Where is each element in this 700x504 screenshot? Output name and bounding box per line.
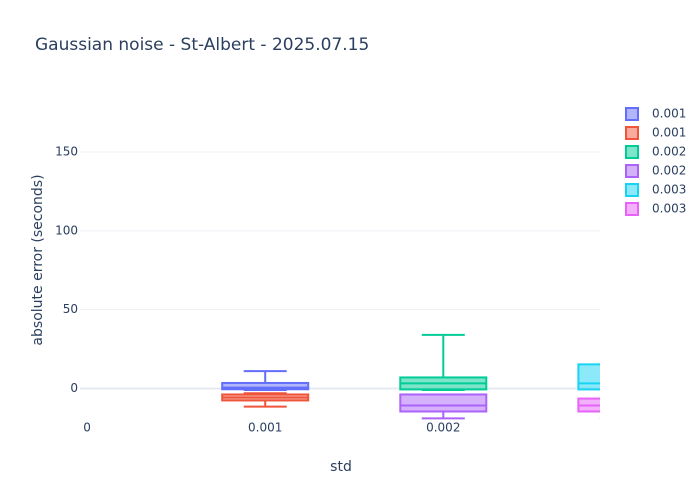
legend-label: 0.001: [652, 126, 686, 140]
legend-label: 0.003: [652, 202, 686, 216]
legend-label: 0.003: [652, 183, 686, 197]
box-group: [221, 370, 310, 392]
x-axis-title: std: [330, 459, 352, 475]
y-tick-label: 0: [70, 381, 78, 395]
legend-label: 0.002: [652, 164, 686, 178]
legend-label: 0.002: [652, 145, 686, 159]
box: [221, 381, 310, 391]
x-tick-label: 0.002: [426, 421, 460, 435]
box: [399, 393, 488, 413]
box-group: [221, 392, 310, 408]
plot-area: [221, 321, 623, 420]
chart-title: Gaussian noise - St-Albert - 2025.07.15: [35, 35, 369, 55]
outlier: [619, 321, 623, 325]
box-group: [399, 393, 488, 420]
legend-swatch: [625, 107, 639, 121]
y-axis-title: absolute error (seconds): [30, 174, 46, 345]
x-tick-label: 0: [83, 421, 91, 435]
legend-swatch: [625, 183, 639, 197]
y-tick-label: 100: [55, 223, 78, 237]
legend-swatch: [625, 164, 639, 178]
legend-swatch: [625, 202, 639, 216]
box-group: [399, 333, 488, 392]
y-tick-label: 150: [55, 145, 78, 159]
box: [577, 363, 600, 391]
box-group: [577, 321, 623, 392]
box-group: [577, 394, 600, 420]
legend-label: 0.001: [652, 107, 686, 121]
grid: [80, 151, 600, 390]
legend-swatch: [625, 145, 639, 159]
x-tick-label: 0.001: [248, 421, 282, 435]
y-tick-label: 50: [63, 302, 78, 316]
legend-swatch: [625, 126, 639, 140]
legend: 0.001 0.001 0.002 0.002 0.003 0.003: [625, 107, 686, 216]
